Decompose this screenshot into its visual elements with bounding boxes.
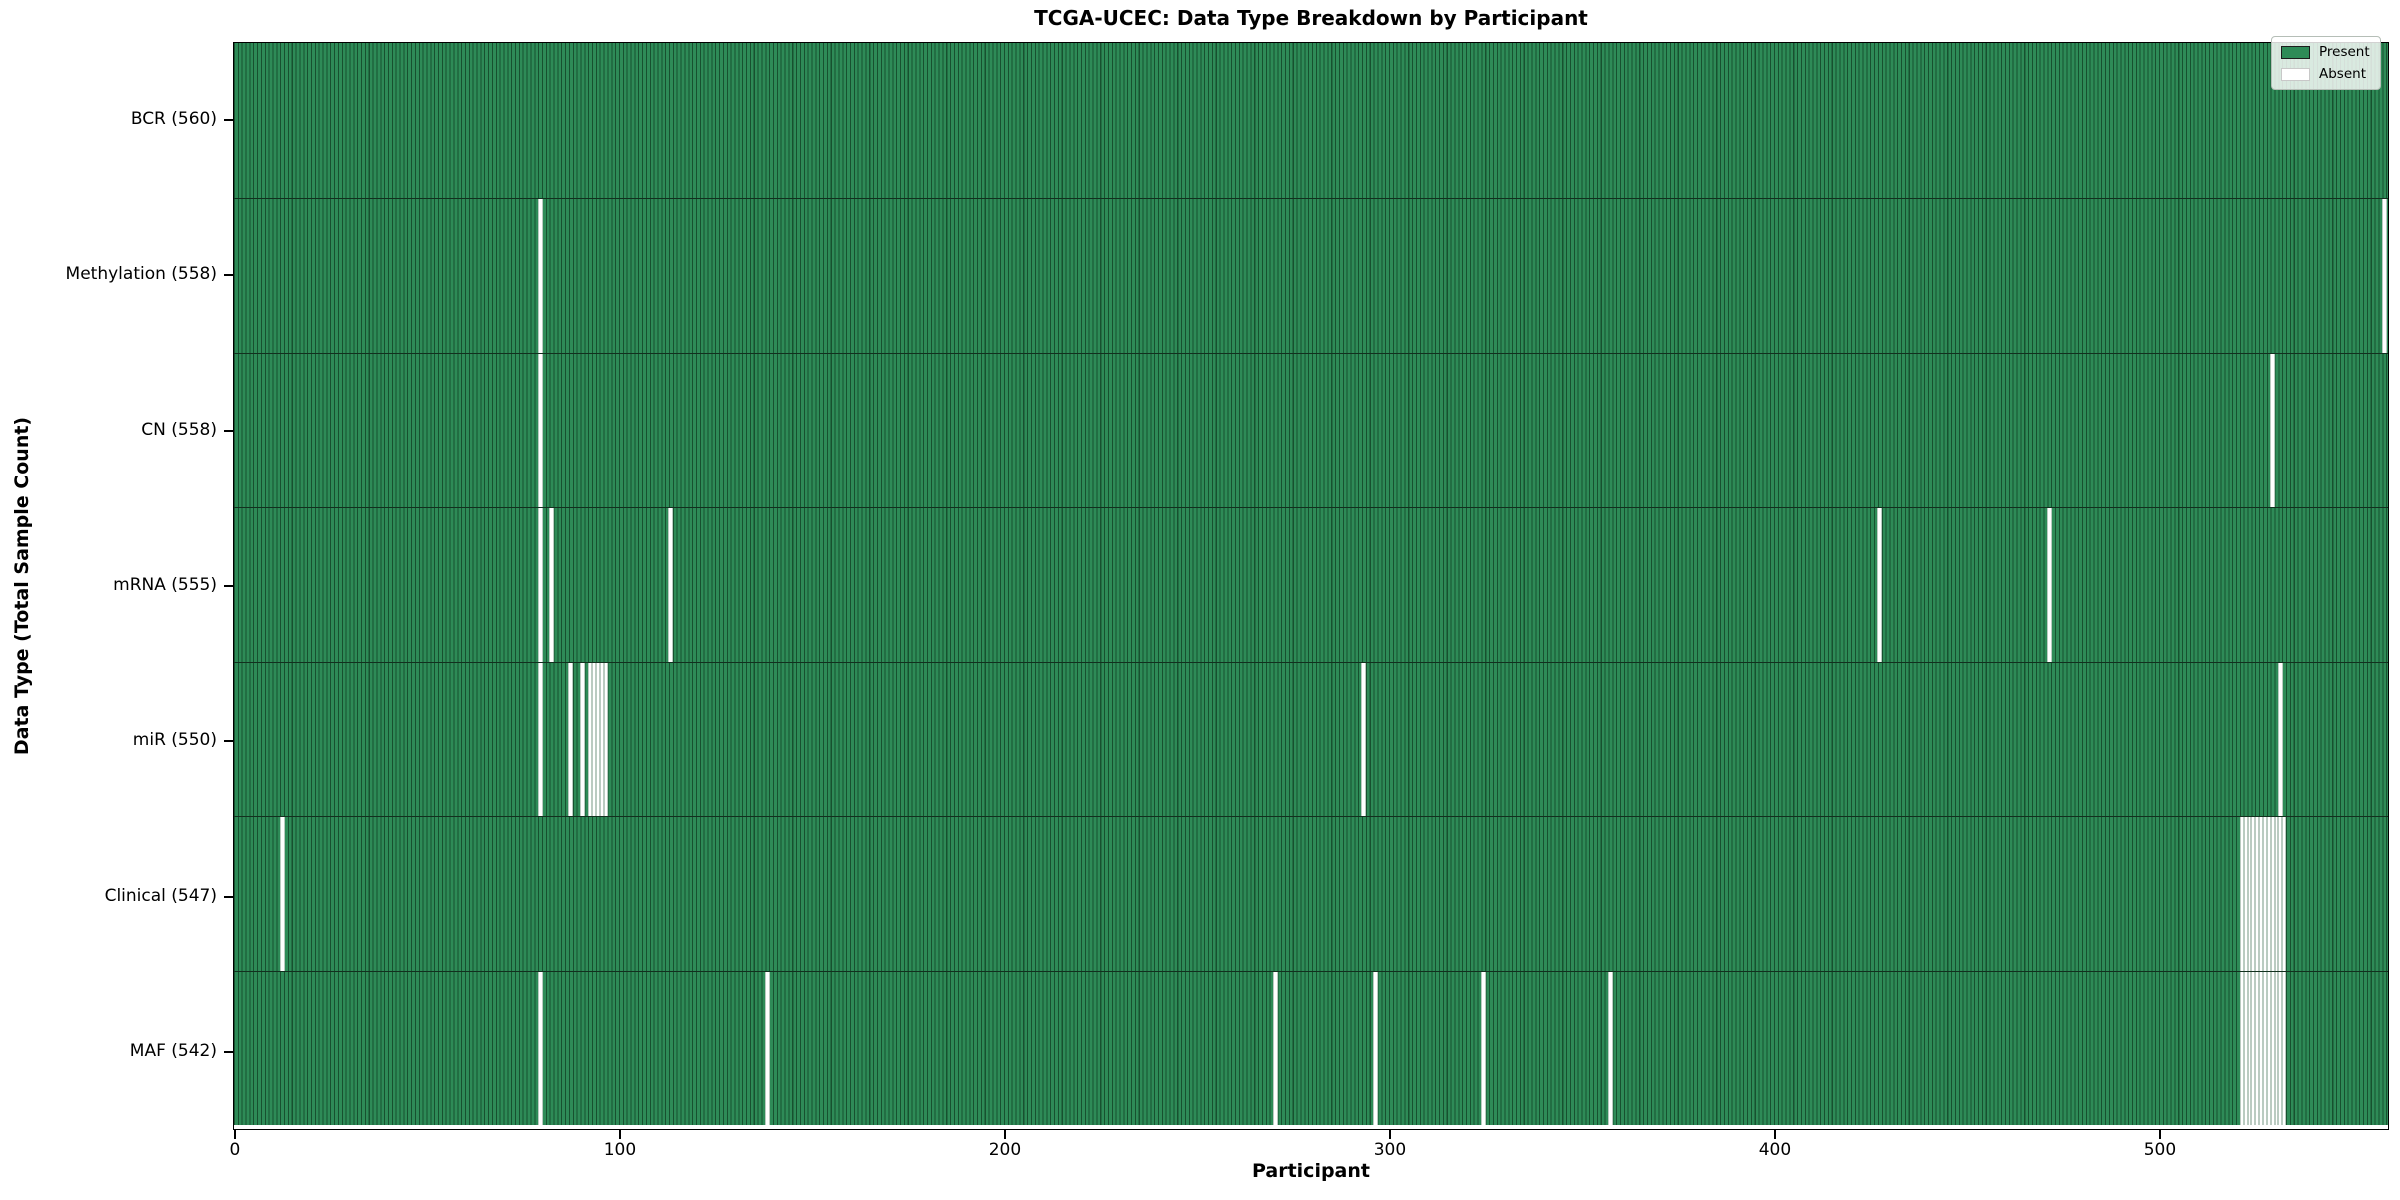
y-tick-label-mrna: mRNA (555): [113, 575, 217, 595]
absent-bar: [2278, 817, 2283, 971]
absent-bar: [595, 662, 600, 817]
absent-bar: [2247, 971, 2252, 1125]
absent-bar: [2255, 971, 2260, 1125]
x-tick-label: 300: [1373, 1140, 1407, 1160]
y-tick-label-methylation: Methylation (558): [65, 264, 217, 285]
row-mrna: [234, 507, 2388, 662]
absent-bar: [568, 662, 574, 817]
absent-bar: [1607, 971, 1613, 1125]
absent-bar: [2262, 817, 2267, 971]
absent-bar: [2259, 817, 2264, 971]
absent-bar: [2270, 971, 2275, 1125]
legend-item-present: Present: [2281, 44, 2370, 60]
plot-area: [233, 42, 2389, 1130]
absent-bar: [1361, 662, 1367, 817]
absent-bar: [2282, 971, 2287, 1125]
absent-bar: [603, 662, 608, 817]
absent-bar: [2255, 817, 2260, 971]
y-tick: [224, 740, 233, 743]
absent-bar: [2277, 662, 2283, 817]
absent-bar: [1877, 508, 1883, 662]
x-tick-label: 500: [2143, 1140, 2177, 1160]
y-tick: [224, 274, 233, 277]
absent-bar: [2274, 817, 2279, 971]
chart-title: TCGA-UCEC: Data Type Breakdown by Partic…: [1034, 6, 1588, 30]
y-tick-label-maf: MAF (542): [129, 1041, 217, 1062]
absent-bar: [537, 971, 543, 1125]
absent-bar: [599, 662, 604, 817]
absent-bar: [764, 971, 770, 1125]
absent-bar: [279, 817, 285, 971]
absent-bar: [2247, 817, 2252, 971]
row-methylation: [234, 198, 2388, 353]
row-bcr: [234, 43, 2388, 199]
y-tick: [224, 585, 233, 587]
absent-bar: [2282, 817, 2287, 971]
absent-bar: [1480, 971, 1486, 1125]
absent-bar: [592, 662, 596, 817]
y-tick: [224, 895, 233, 898]
x-tick-label: 400: [1758, 1140, 1792, 1160]
y-tick: [224, 429, 233, 432]
absent-bar: [2239, 971, 2244, 1125]
absent-bar: [2274, 971, 2279, 1125]
absent-bar: [549, 508, 555, 662]
y-tick: [224, 1051, 233, 1054]
x-tick: [1388, 1130, 1391, 1139]
absent-bar: [2262, 971, 2267, 1125]
y-tick-label-cn: CN (558): [141, 419, 217, 440]
x-tick: [1003, 1130, 1006, 1139]
absent-bar: [537, 508, 543, 662]
absent-bar: [2251, 971, 2256, 1125]
legend-present-swatch: [2281, 45, 2310, 59]
absent-bar: [2046, 508, 2052, 662]
absent-bar: [2278, 971, 2283, 1125]
x-tick: [1773, 1130, 1776, 1139]
legend-absent-swatch: [2281, 67, 2310, 81]
absent-bar: [1272, 971, 1278, 1125]
x-axis-title: Participant: [1251, 1160, 1370, 1182]
legend-absent-label: Absent: [2319, 66, 2366, 82]
y-tick-label-mir: miR (550): [132, 730, 217, 751]
y-tick-label-clinical: Clinical (547): [104, 885, 217, 906]
legend-present-label: Present: [2319, 44, 2370, 60]
absent-bar: [588, 662, 593, 817]
x-tick: [2158, 1130, 2161, 1139]
legend-item-absent: Absent: [2281, 66, 2370, 82]
x-tick-label: 0: [229, 1140, 241, 1160]
row-clinical: [234, 816, 2388, 971]
absent-bar: [2266, 971, 2271, 1125]
x-tick: [233, 1130, 236, 1139]
legend: Present Absent: [2271, 36, 2381, 90]
absent-bar: [1373, 971, 1379, 1125]
absent-bar: [537, 662, 543, 817]
x-tick-label: 200: [988, 1140, 1022, 1160]
absent-bar: [537, 199, 543, 353]
x-tick: [618, 1130, 621, 1139]
y-tick-label-bcr: BCR (560): [130, 108, 217, 129]
y-tick: [224, 118, 233, 121]
absent-bar: [2251, 817, 2256, 971]
absent-bar: [2243, 971, 2248, 1125]
absent-bar: [537, 353, 543, 508]
absent-bar: [668, 508, 674, 662]
absent-bar: [2243, 817, 2248, 971]
absent-bar: [2266, 817, 2271, 971]
row-cn: [234, 352, 2388, 508]
absent-bar: [579, 662, 585, 817]
absent-bar: [2270, 353, 2276, 508]
row-maf: [234, 970, 2388, 1125]
row-mir: [234, 661, 2388, 817]
absent-bar: [2239, 817, 2244, 971]
absent-bar: [2259, 971, 2264, 1125]
absent-bar: [2270, 817, 2275, 971]
absent-bar: [2381, 199, 2387, 353]
x-tick-label: 100: [603, 1140, 637, 1160]
